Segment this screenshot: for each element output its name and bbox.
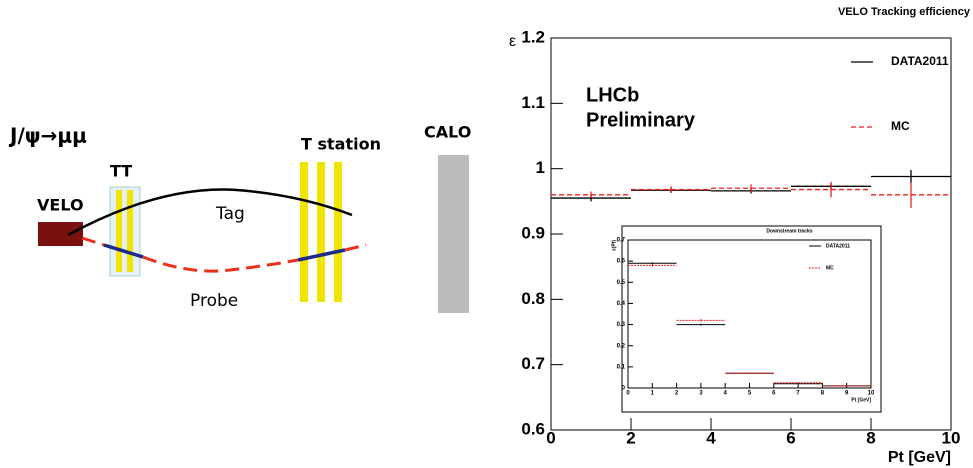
tt-layer [127, 190, 133, 272]
t-station-label: T station [301, 135, 381, 154]
x-tick-label: 6 [786, 428, 795, 447]
y-tick-label: 0 [622, 386, 626, 392]
y-tick-label: 1.1 [521, 93, 545, 112]
x-axis-label: Pt [GeV] [888, 449, 951, 466]
x-tick-label: 1 [651, 391, 655, 397]
chart-title: VELO Tracking efficiency [838, 6, 971, 18]
y-tick-label: 0.6 [521, 419, 545, 438]
x-tick-label: 6 [772, 391, 776, 397]
y-tick-label: 0.6 [617, 259, 626, 265]
calo-label: CALO [424, 123, 471, 142]
x-tick-label: 2 [626, 428, 635, 447]
t-layer [334, 162, 342, 302]
y-tick-label: 0.8 [521, 289, 545, 308]
decay-label: J/ψ→μμ [8, 124, 87, 148]
tt-box [109, 186, 141, 277]
probe-track [81, 236, 367, 273]
x-tick-label: 5 [748, 391, 752, 397]
y-tick-label: 0.4 [617, 301, 626, 307]
y-tick-label: 0.1 [617, 364, 626, 370]
legend-label: DATA2011 [826, 243, 850, 249]
tag-label: Tag [215, 204, 245, 224]
annotation: Preliminary [586, 109, 696, 131]
chart: Downstream tracks 0 0.1 0.2 0.3 0.4 0.5 0.6 0.7 0… [611, 225, 882, 413]
velo-label: VELO [37, 196, 84, 215]
chart: VELO Tracking efficiency 0.6 0.7 0.8 0.9 1 1.1… [509, 6, 971, 466]
x-tick-label: 4 [706, 428, 716, 447]
inset-frame [621, 225, 882, 413]
diagram: J/ψ→μμ VELO TT T station CALO Tag Probe [8, 123, 471, 313]
y-tick-label: 0.5 [617, 280, 626, 286]
x-tick-label: 3 [699, 391, 703, 397]
y-tick-label: 0.7 [617, 238, 626, 244]
t-layer [300, 162, 308, 302]
probe-segment [103, 243, 346, 262]
tt-label: TT [110, 162, 132, 181]
y-axis-label: ε(Pt) [611, 240, 617, 251]
y-tick-label: 0.3 [617, 322, 626, 328]
y-tick-label: 1 [536, 158, 545, 177]
y-tick-label: 0.7 [521, 354, 545, 373]
x-tick-label: 7 [796, 391, 800, 397]
x-tick-label: 4 [724, 391, 728, 397]
calo-box [438, 155, 469, 313]
tt-layer [116, 190, 122, 272]
probe-label: Probe [190, 291, 238, 311]
t-layer [317, 162, 325, 302]
x-tick-label: 10 [868, 391, 875, 397]
tag-track [67, 188, 353, 237]
x-tick-label: 0 [626, 391, 630, 397]
x-tick-label: 2 [675, 391, 679, 397]
y-tick-label: 0.9 [521, 223, 545, 242]
chart-title: Downstream tracks [766, 228, 812, 234]
x-tick-label: 10 [942, 428, 961, 447]
legend-label: DATA2011 [891, 54, 949, 68]
x-axis-label: Pt [GeV] [851, 397, 871, 403]
x-tick-label: 8 [866, 428, 875, 447]
legend-label: MC [826, 265, 834, 271]
y-axis-label: ε [509, 33, 516, 50]
y-tick-label: 0.2 [617, 343, 626, 349]
x-tick-label: 8 [821, 391, 825, 397]
x-tick-label: 9 [845, 391, 849, 397]
annotation: LHCb [586, 84, 639, 106]
y-tick-label: 1.2 [521, 27, 545, 46]
velo-box [38, 222, 83, 246]
x-tick-label: 0 [546, 428, 555, 447]
legend-label: MC [891, 119, 910, 133]
